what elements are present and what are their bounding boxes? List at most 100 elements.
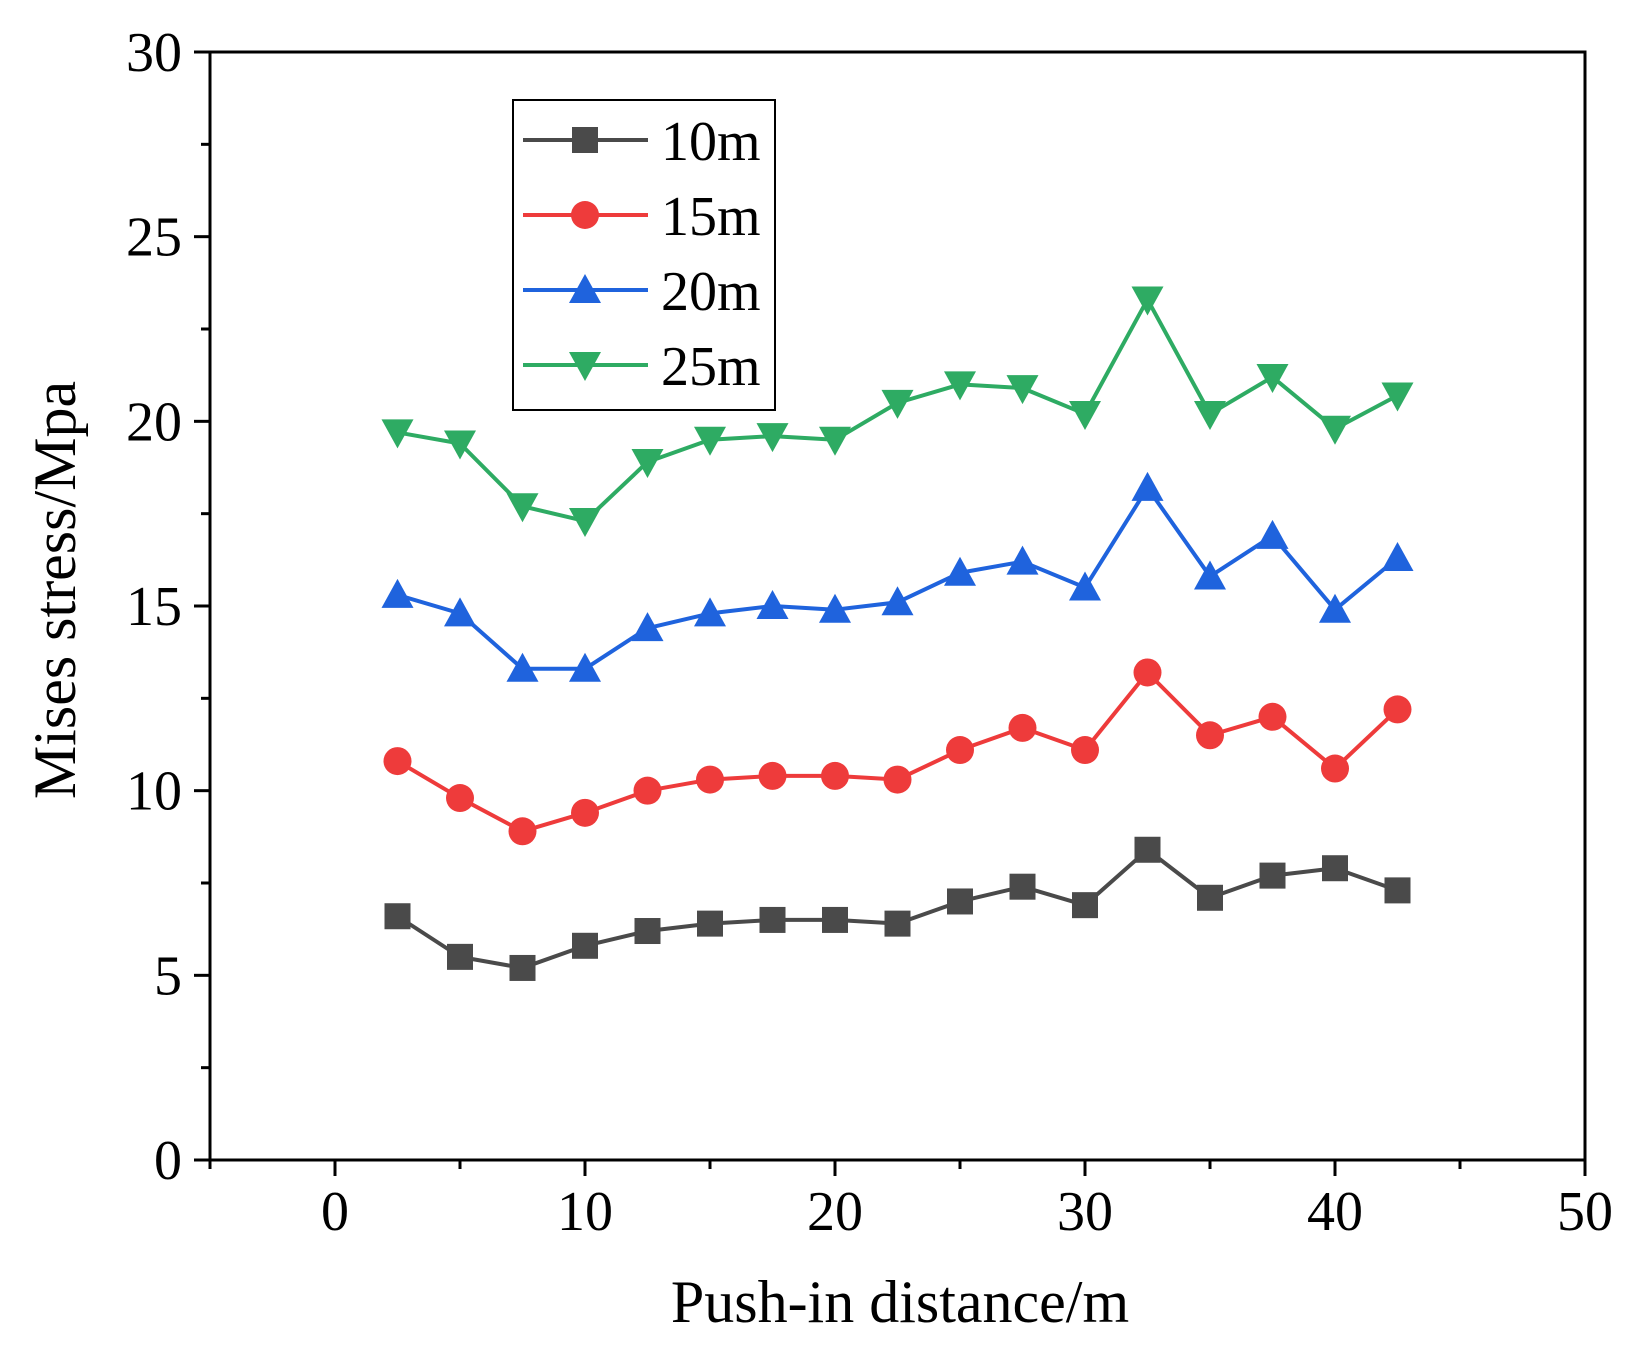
legend: 10m 15m 20m 25m	[512, 99, 776, 411]
data-point	[696, 765, 724, 794]
legend-label: 25m	[661, 336, 761, 398]
series-layer	[381, 286, 1414, 981]
data-point	[572, 932, 598, 959]
data-point	[569, 508, 601, 538]
data-point	[1258, 702, 1287, 731]
data-point	[1319, 593, 1351, 623]
data-point	[383, 747, 412, 776]
data-point	[756, 590, 789, 619]
data-point	[946, 736, 974, 765]
data-point	[759, 906, 786, 933]
data-point	[1197, 884, 1223, 911]
legend-marker	[569, 274, 601, 303]
data-point	[947, 888, 973, 915]
data-point	[822, 906, 848, 933]
data-point	[1383, 695, 1412, 724]
data-point	[634, 918, 661, 945]
y-tick-label: 5	[154, 945, 182, 1007]
data-point	[1194, 560, 1226, 590]
data-point	[381, 419, 414, 449]
data-point	[694, 426, 726, 456]
x-tick-label: 50	[1557, 1181, 1613, 1243]
data-point	[694, 597, 726, 627]
data-point	[506, 652, 539, 682]
x-tick-label: 10	[557, 1181, 613, 1243]
y-tick-label: 30	[126, 22, 182, 84]
data-point	[881, 389, 914, 419]
data-point	[1256, 519, 1289, 549]
data-point	[1131, 471, 1164, 501]
data-point	[1381, 382, 1414, 412]
data-point	[1196, 721, 1224, 750]
data-point	[1381, 541, 1414, 571]
data-point	[569, 652, 601, 682]
data-point	[509, 954, 536, 981]
data-point	[1131, 286, 1164, 316]
y-tick-label: 10	[126, 761, 182, 823]
legend-label: 10m	[661, 111, 761, 173]
x-tick-label: 30	[1057, 1181, 1113, 1243]
legend-marker	[572, 127, 598, 153]
y-tick-label: 15	[126, 576, 182, 638]
data-point	[819, 593, 851, 623]
axes-layer: 0 10 20 30 40 50 0 5 10 15 20 25 30	[126, 22, 1613, 1243]
data-point	[819, 426, 851, 456]
x-tick-label: 20	[807, 1181, 863, 1243]
data-point	[631, 448, 664, 478]
data-point	[1071, 736, 1099, 765]
data-point	[508, 817, 537, 846]
data-point	[506, 493, 539, 523]
y-tick-label: 0	[154, 1130, 182, 1192]
y-tick-label: 20	[126, 391, 182, 453]
data-point	[1072, 892, 1098, 919]
data-point	[756, 423, 789, 453]
series-25m	[381, 286, 1414, 538]
data-point	[384, 903, 411, 930]
data-point	[1006, 375, 1039, 405]
legend-label: 20m	[661, 261, 761, 323]
series-line	[396, 847, 1399, 970]
legend-marker	[569, 352, 601, 381]
data-point	[1133, 658, 1162, 687]
data-point	[1009, 873, 1036, 900]
series-line	[396, 485, 1399, 671]
data-point	[821, 761, 849, 790]
legend-label: 15m	[661, 186, 761, 248]
series-line	[396, 670, 1399, 834]
series-10m	[384, 836, 1411, 981]
data-point	[444, 430, 476, 460]
data-point	[944, 371, 976, 401]
data-point	[697, 910, 723, 937]
legend-box	[512, 99, 776, 411]
data-point	[1194, 400, 1226, 430]
data-point	[1322, 855, 1348, 882]
y-tick-label: 25	[126, 207, 182, 269]
series-20m	[381, 471, 1414, 682]
data-point	[1134, 836, 1161, 863]
data-point	[1008, 713, 1037, 742]
data-point	[1069, 571, 1101, 601]
data-point	[444, 597, 476, 627]
data-point	[883, 765, 912, 794]
data-point	[1069, 400, 1101, 430]
data-point	[1321, 754, 1349, 783]
data-point	[881, 586, 914, 616]
x-axis-label: Push-in distance/m	[671, 1269, 1129, 1335]
data-point	[631, 612, 664, 642]
y-axis-label: Mises stress/Mpa	[22, 381, 88, 799]
x-tick-label: 40	[1307, 1181, 1363, 1243]
data-point	[1319, 415, 1351, 445]
data-point	[1384, 877, 1411, 904]
data-point	[447, 943, 473, 970]
data-point	[571, 798, 599, 827]
data-point	[884, 910, 911, 937]
data-point	[1259, 862, 1286, 889]
data-point	[1006, 545, 1039, 575]
data-point	[381, 578, 414, 608]
series-15m	[383, 658, 1412, 846]
data-point	[758, 761, 787, 790]
data-point	[446, 784, 474, 813]
data-point	[944, 556, 976, 586]
x-tick-label: 0	[321, 1181, 349, 1243]
